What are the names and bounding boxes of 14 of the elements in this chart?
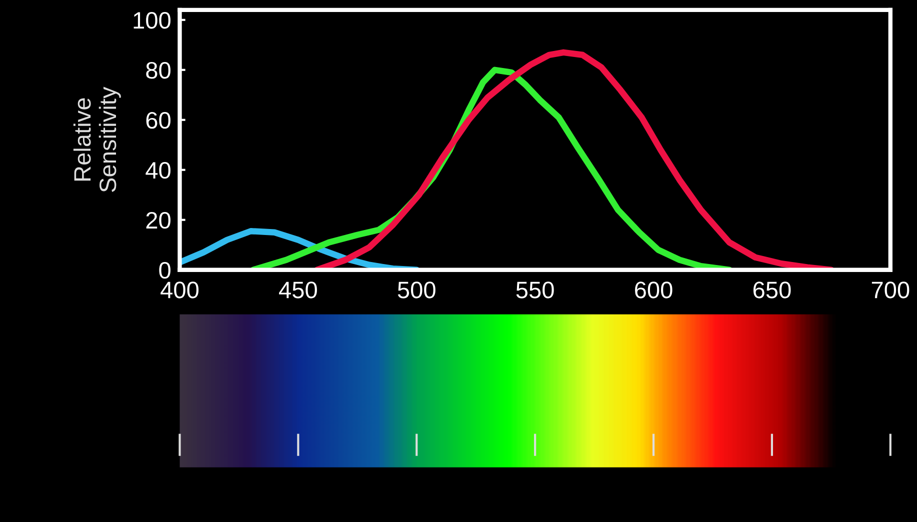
y-tick-label: 100 bbox=[134, 12, 170, 29]
y-tick-label: 80 bbox=[146, 62, 170, 79]
y-axis-title: Relative Sensitivity bbox=[73, 86, 121, 192]
x-tick-label: 500 bbox=[398, 282, 436, 298]
y-tick-label: 60 bbox=[146, 112, 170, 129]
x-tick-label: 700 bbox=[872, 282, 910, 298]
x-tick-label: 450 bbox=[279, 282, 317, 298]
y-tick-label: 20 bbox=[146, 212, 170, 229]
y-tick-label: 0 bbox=[159, 262, 170, 279]
x-tick-label: 400 bbox=[160, 282, 199, 298]
y-tick-label: 40 bbox=[146, 162, 170, 179]
x-tick-label: 650 bbox=[753, 282, 791, 298]
x-tick-label: 600 bbox=[635, 282, 672, 298]
x-tick-label: 550 bbox=[516, 282, 554, 298]
